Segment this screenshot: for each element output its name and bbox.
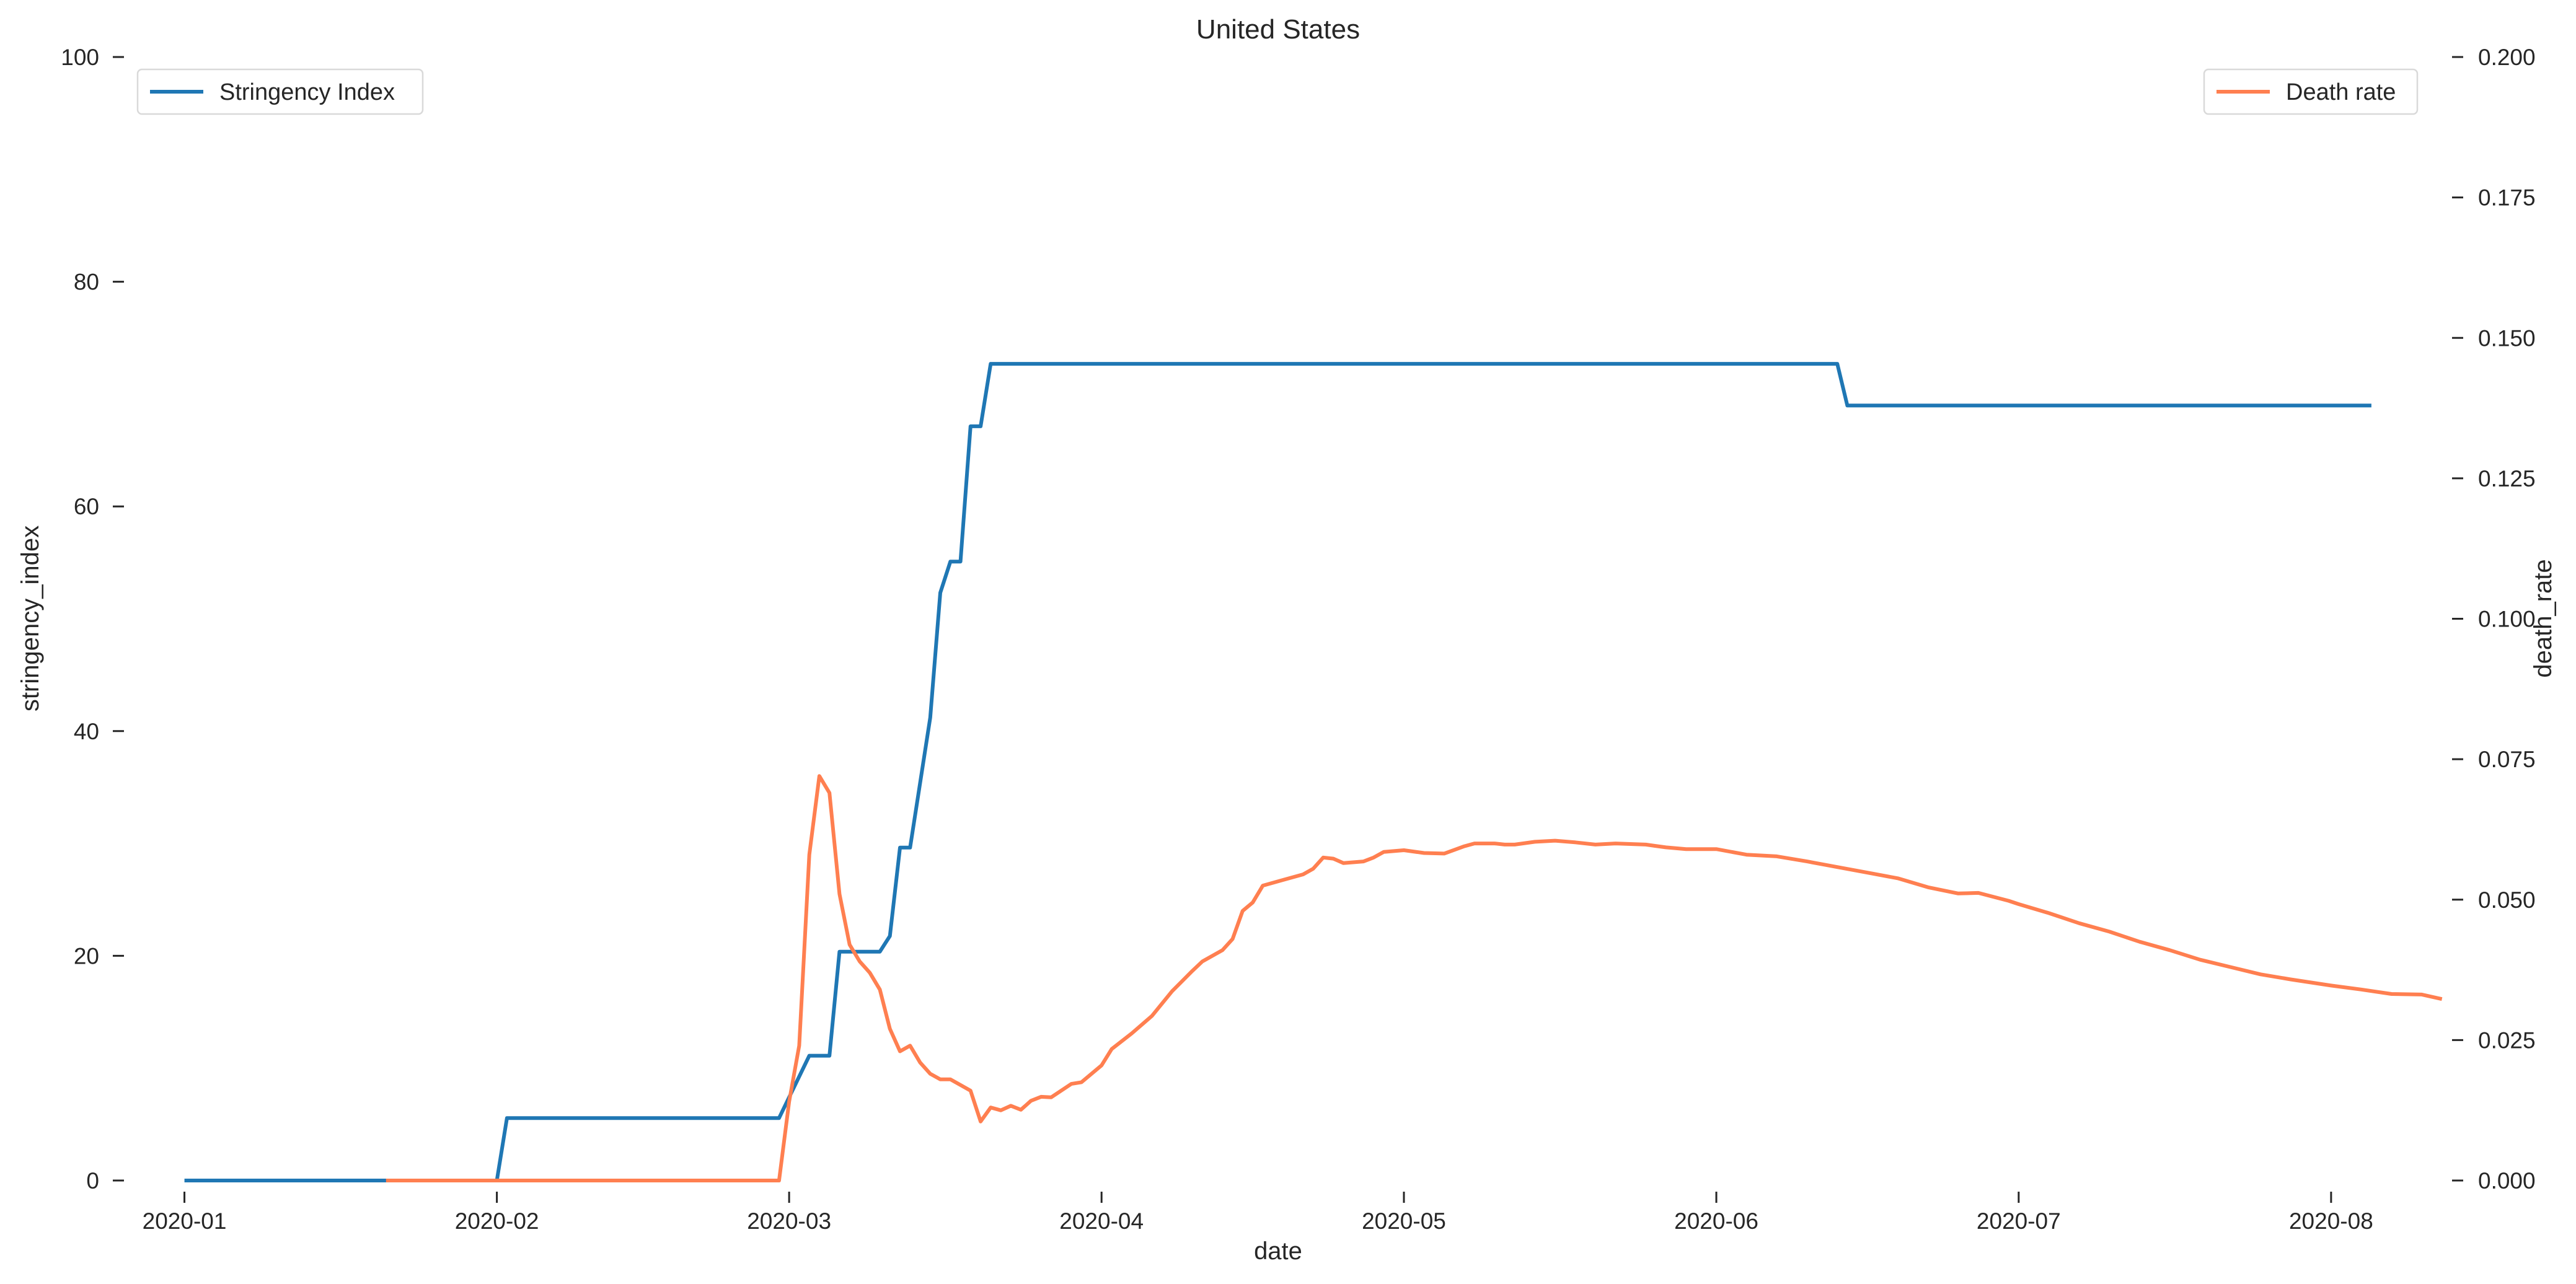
series-line-death-rate bbox=[386, 774, 2443, 1182]
x-tick-label: 2020-08 bbox=[2289, 1208, 2373, 1234]
y-left-tick-label: 20 bbox=[74, 943, 99, 969]
y-right-tick-label: 0.075 bbox=[2478, 747, 2536, 772]
legend-label-death-rate: Death rate bbox=[2286, 79, 2396, 105]
x-axis-label: date bbox=[1254, 1238, 1302, 1265]
y-right-tick-label: 0.200 bbox=[2478, 45, 2536, 70]
y-right-tick-label: 0.025 bbox=[2478, 1027, 2536, 1053]
y-right-tick-label: 0.000 bbox=[2478, 1168, 2536, 1194]
y-right-tick-label: 0.175 bbox=[2478, 185, 2536, 211]
y-right-tick-label: 0.100 bbox=[2478, 607, 2536, 632]
legend-right: Death rate bbox=[2203, 68, 2419, 115]
y-left-tick-label: 80 bbox=[74, 270, 99, 295]
y-right-tick-label: 0.125 bbox=[2478, 466, 2536, 491]
chart-title: United States bbox=[1196, 14, 1360, 45]
y-right-tick-label: 0.050 bbox=[2478, 887, 2536, 913]
y-axis-right-label: death_rate bbox=[2530, 559, 2557, 677]
y-axis-right-ticks: 0.000 0.025 0.050 0.075 0.100 0.125 0.150 0.175… bbox=[2452, 45, 2536, 1194]
x-tick-label: 2020-07 bbox=[1977, 1208, 2061, 1234]
legend-right-box bbox=[2203, 68, 2419, 115]
y-axis-left-label: stringency_index bbox=[17, 525, 44, 711]
x-tick-label: 2020-06 bbox=[1674, 1208, 1758, 1234]
x-tick-label: 2020-01 bbox=[143, 1208, 227, 1234]
y-left-tick-label: 60 bbox=[74, 494, 99, 519]
y-left-tick-label: 40 bbox=[74, 719, 99, 744]
y-right-tick-label: 0.150 bbox=[2478, 325, 2536, 351]
y-left-tick-label: 0 bbox=[86, 1168, 99, 1194]
legend-left-box bbox=[136, 68, 424, 115]
legend-left: Stringency Index bbox=[136, 68, 424, 115]
y-left-tick-label: 100 bbox=[61, 45, 99, 70]
series-lines bbox=[184, 362, 2443, 1182]
x-tick-label: 2020-03 bbox=[747, 1208, 831, 1234]
legend-label-stringency-index: Stringency Index bbox=[219, 79, 395, 105]
x-tick-label: 2020-04 bbox=[1059, 1208, 1144, 1234]
x-tick-label: 2020-02 bbox=[455, 1208, 539, 1234]
x-tick-label: 2020-05 bbox=[1362, 1208, 1446, 1234]
y-axis-left-ticks: 0 20 40 60 80 100 bbox=[61, 45, 124, 1194]
x-axis-ticks: 2020-01 2020-02 2020-03 2020-04 2020-05 2020-… bbox=[143, 1192, 2373, 1234]
